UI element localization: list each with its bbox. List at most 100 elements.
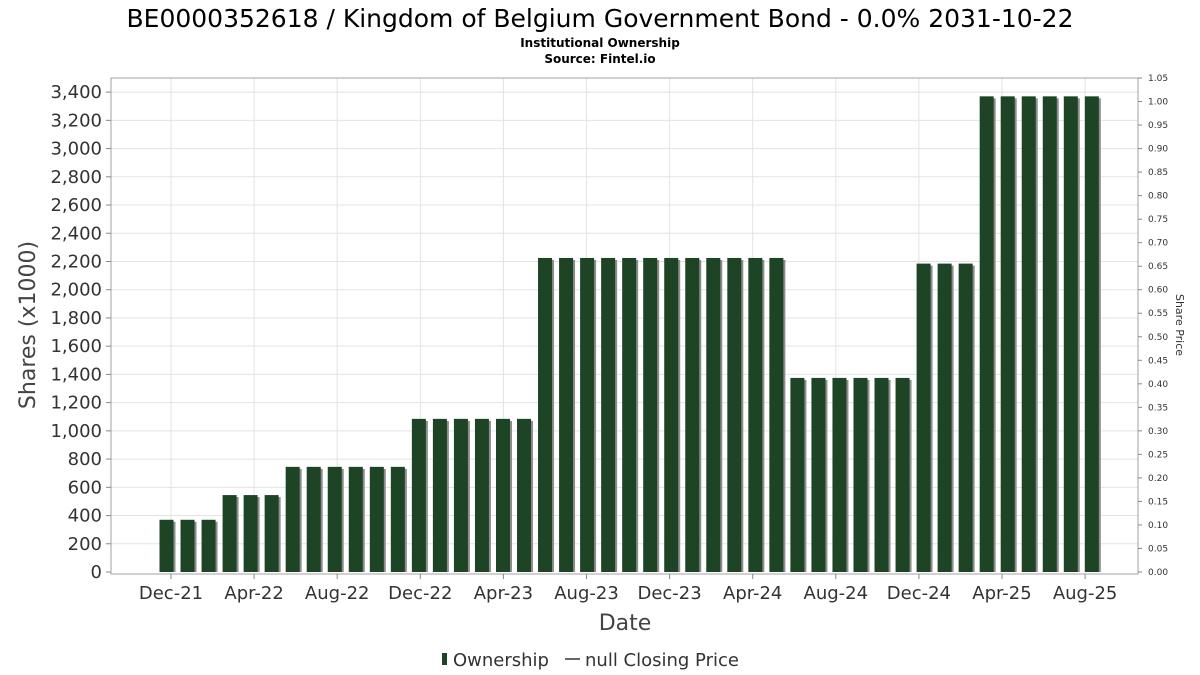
y2-tick-label: 0.05 (1148, 544, 1168, 554)
ownership-bar (937, 263, 952, 572)
y2-tick-label: 0.85 (1148, 168, 1168, 178)
ownership-bar (874, 377, 889, 572)
y-tick-label: 2,000 (50, 280, 102, 301)
y-tick-label: 0 (91, 562, 102, 583)
ownership-bar (264, 495, 279, 572)
y2-tick-label: 0.50 (1148, 333, 1168, 343)
y2-tick-label: 1.00 (1148, 98, 1168, 108)
y2-axis-ticks: 0.00 0.05 0.10 0.15 0.20 0.25 0.30 0.35 0.40 0.45… (1138, 74, 1168, 578)
ownership-bar (201, 519, 216, 572)
x-tick-label: Apr-23 (474, 583, 533, 604)
y-tick-label: 1,800 (50, 308, 102, 329)
y2-tick-label: 0.75 (1148, 215, 1168, 225)
x-tick-label: Dec-22 (388, 583, 452, 604)
ownership-bar (411, 418, 426, 572)
y2-tick-label: 0.55 (1148, 309, 1168, 319)
ownership-bar (832, 377, 847, 572)
y2-tick-label: 0.90 (1148, 145, 1168, 155)
ownership-bar (306, 466, 321, 572)
y-tick-label: 1,000 (50, 421, 102, 442)
ownership-bar (853, 377, 868, 572)
x-tick-label: Apr-24 (723, 583, 782, 604)
ownership-bar (453, 418, 468, 572)
ownership-bar (495, 418, 510, 572)
x-tick-label: Apr-25 (972, 583, 1031, 604)
y2-axis-label: Share Price (1173, 294, 1186, 356)
y-tick-label: 1,600 (50, 336, 102, 357)
y-tick-label: 2,800 (50, 167, 102, 188)
y-tick-label: 800 (68, 449, 102, 470)
ownership-bar (180, 519, 195, 572)
y2-tick-label: 0.15 (1148, 497, 1168, 507)
ownership-bar (664, 257, 679, 572)
y2-tick-label: 0.70 (1148, 239, 1168, 249)
ownership-bar (369, 466, 384, 572)
ownership-bar (811, 377, 826, 572)
ownership-bar (159, 519, 174, 572)
plot-area-border (110, 77, 1139, 575)
legend-price-label: null Closing Price (585, 650, 739, 671)
x-tick-label: Aug-22 (305, 583, 370, 604)
ownership-bar (1084, 96, 1099, 572)
y2-tick-label: 0.95 (1148, 121, 1168, 131)
ownership-bar (727, 257, 742, 572)
y2-tick-label: 0.25 (1148, 450, 1168, 460)
y2-tick-label: 1.05 (1148, 74, 1168, 84)
ownership-bar (580, 257, 595, 572)
y2-tick-label: 0.80 (1148, 192, 1168, 202)
ownership-bar (748, 257, 763, 572)
y2-tick-label: 0.30 (1148, 427, 1168, 437)
ownership-bar (432, 418, 447, 572)
legend-ownership-label: Ownership (453, 650, 549, 671)
x-tick-label: Apr-22 (224, 583, 283, 604)
y2-tick-label: 0.35 (1148, 403, 1168, 413)
ownership-bar (895, 377, 910, 572)
x-axis-ticks: Dec-21 Apr-22 Aug-22 Dec-22 Apr-23 Aug-23 Dec-… (139, 574, 1117, 604)
ownership-bar (706, 257, 721, 572)
y2-tick-label: 0.00 (1148, 568, 1168, 578)
y-tick-label: 2,400 (50, 223, 102, 244)
y2-tick-label: 0.10 (1148, 521, 1168, 531)
ownership-bar (348, 466, 363, 572)
y-tick-label: 600 (68, 477, 102, 498)
chart-subtitle: Institutional Ownership (520, 36, 680, 50)
y-tick-label: 1,400 (50, 364, 102, 385)
ownership-bar (285, 466, 300, 572)
y-tick-label: 400 (68, 506, 102, 527)
x-tick-label: Dec-24 (887, 583, 951, 604)
ownership-bar (1063, 96, 1078, 572)
y-tick-label: 2,200 (50, 251, 102, 272)
x-tick-label: Dec-21 (139, 583, 203, 604)
chart-title: BE0000352618 / Kingdom of Belgium Govern… (127, 4, 1074, 33)
y2-tick-label: 0.40 (1148, 380, 1168, 390)
ownership-bar (222, 495, 237, 572)
ownership-bar (243, 495, 258, 572)
ownership-bar (1000, 96, 1015, 572)
chart-source: Source: Fintel.io (544, 52, 655, 66)
x-tick-label: Aug-25 (1053, 583, 1118, 604)
x-tick-label: Aug-23 (554, 583, 619, 604)
x-tick-label: Dec-23 (637, 583, 701, 604)
y-tick-label: 3,000 (50, 139, 102, 160)
y2-tick-label: 0.20 (1148, 474, 1168, 484)
x-tick-label: Aug-24 (804, 583, 869, 604)
ownership-bar (685, 257, 700, 572)
y-tick-label: 200 (68, 534, 102, 555)
ownership-bar (979, 96, 994, 572)
ownership-bar (474, 418, 489, 572)
ownership-bar (538, 257, 553, 572)
y-axis-label: Shares (x1000) (16, 241, 41, 409)
x-axis-label: Date (599, 611, 652, 636)
ownership-bar (517, 418, 532, 572)
legend-ownership-swatch (442, 653, 447, 665)
ownership-bar (643, 257, 658, 572)
y-axis-ticks: 0 200 400 600 800 1,000 1,200 1,400 1,600 1,800 2,… (50, 82, 111, 583)
ownership-bar (916, 263, 931, 572)
ownership-bar (327, 466, 342, 572)
y-tick-label: 2,600 (50, 195, 102, 216)
ownership-bar (1021, 96, 1036, 572)
ownership-bar (1042, 96, 1057, 572)
ownership-bar (958, 263, 973, 572)
y-tick-label: 1,200 (50, 393, 102, 414)
